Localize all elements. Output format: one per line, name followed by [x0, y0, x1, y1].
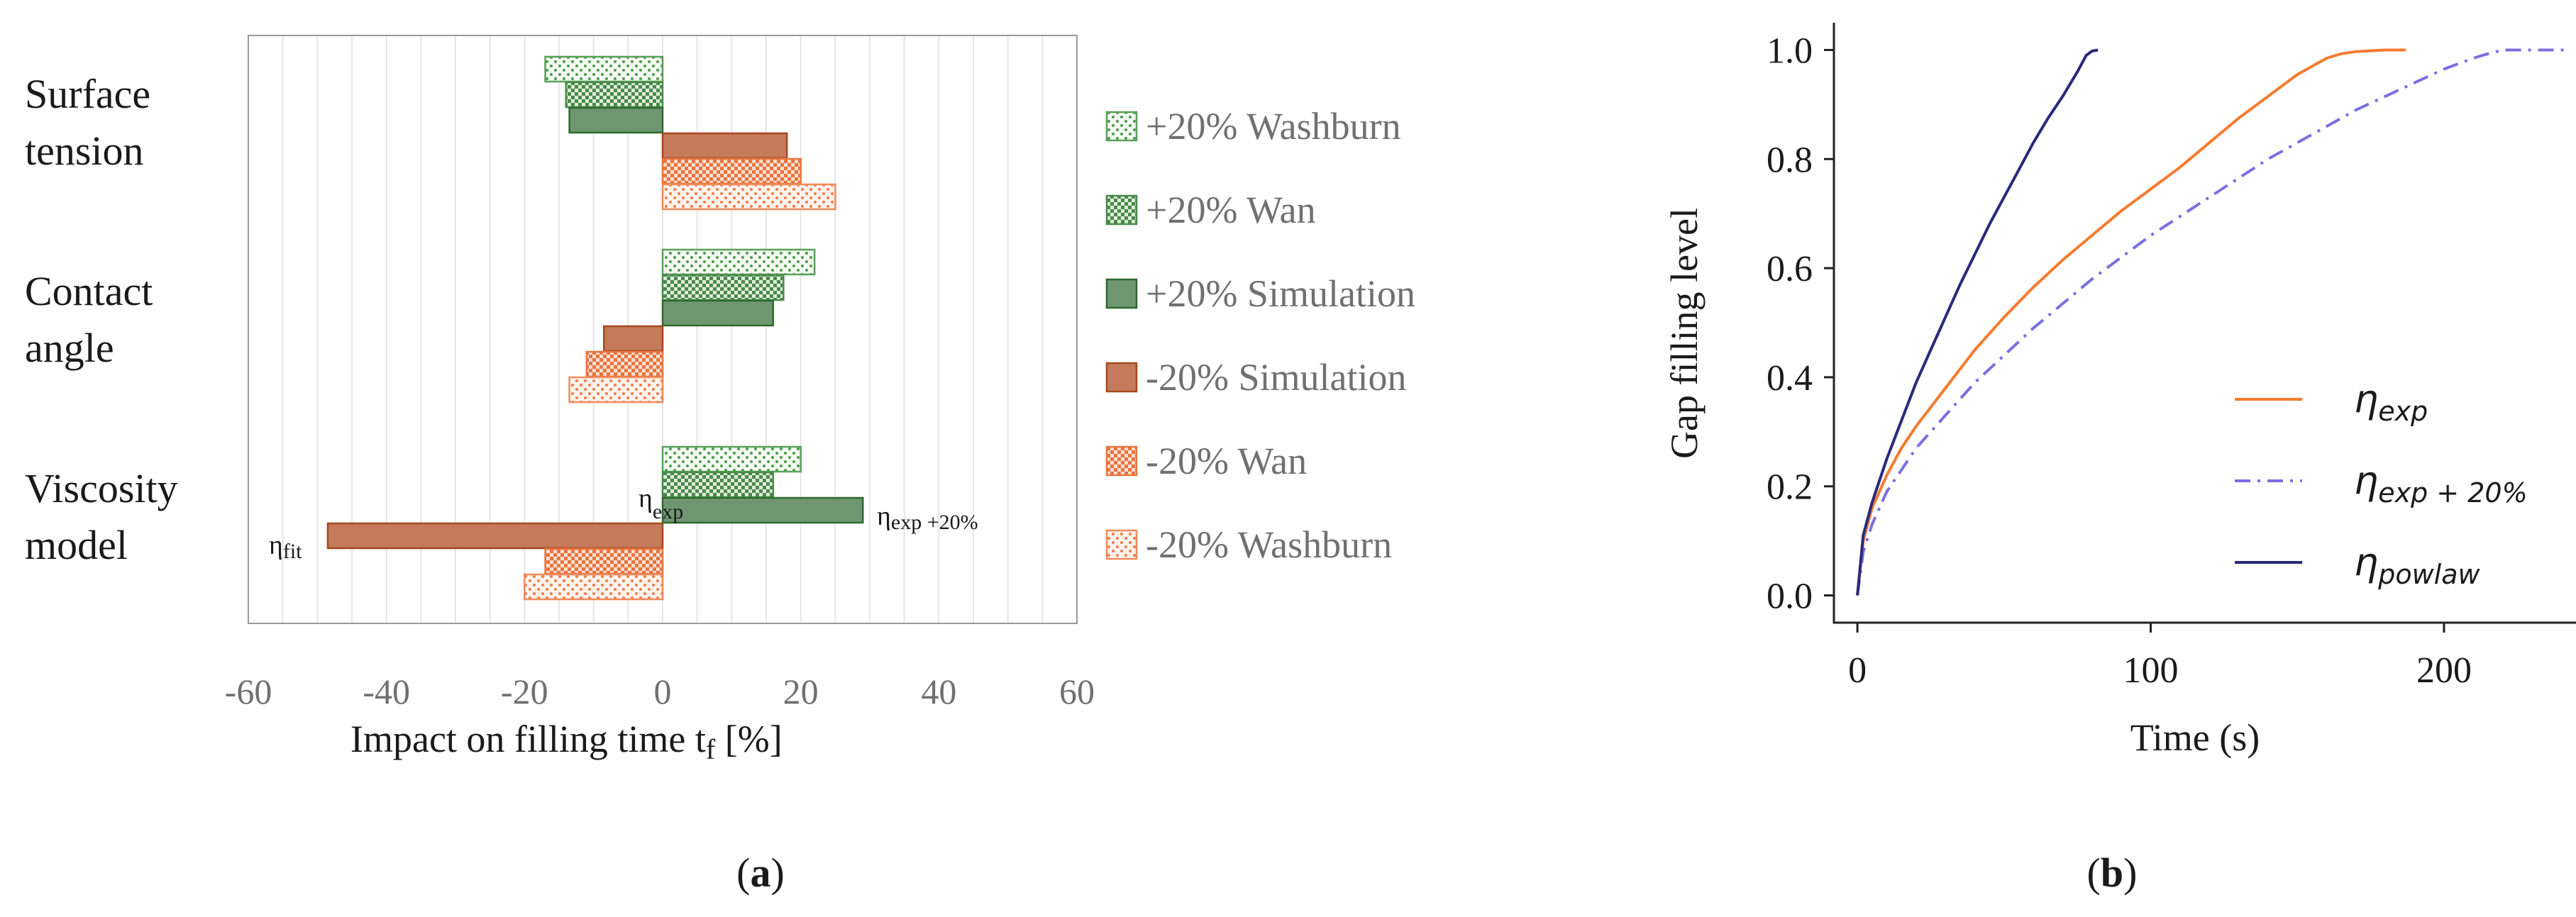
legend-label-20-wan: -20% Wan	[1146, 440, 1307, 482]
category-label-viscosity: Viscosity	[25, 465, 178, 511]
bar-contact-20-washburn	[568, 376, 664, 404]
legend-swatch-20-simulation	[1105, 278, 1138, 309]
bar-viscosity-20-wan	[661, 471, 774, 499]
y-tick-label: 0.8	[1767, 140, 1813, 180]
annotation-eta-fit: ηfit	[269, 530, 302, 563]
bar-contact-20-simulation	[603, 325, 664, 352]
legend-label-20-washburn: +20% Washburn	[1146, 105, 1401, 148]
bar-surface-20-wan	[565, 81, 664, 109]
legend-label-20-washburn: -20% Washburn	[1146, 523, 1392, 566]
category-label-surface: Surface	[25, 71, 150, 117]
bar-contact-20-washburn	[661, 248, 816, 276]
legend-swatch-20-wan	[1105, 445, 1138, 477]
x-tick-label: 0	[1848, 650, 1867, 691]
bar-viscosity-20-washburn	[524, 573, 664, 601]
line-exp	[1856, 48, 2406, 596]
legend-label-20-wan: +20% Wan	[1146, 189, 1316, 231]
bar-viscosity-20-wan	[544, 548, 664, 575]
bar-contact-20-simulation	[661, 299, 774, 327]
category-label-viscosity-line2: model	[25, 522, 128, 568]
legend-label-exp: ηexp	[2354, 377, 2428, 427]
x-tick-label: 200	[2416, 650, 2472, 691]
legend-label-20-simulation: +20% Simulation	[1146, 272, 1415, 315]
y-tick-label: 0.0	[1767, 577, 1813, 617]
panel-b-label: (b)	[2087, 850, 2138, 896]
x-tick-label: 0	[654, 672, 672, 711]
panel-b-x-axis-title: Time (s)	[2130, 716, 2260, 759]
annotation-eta-exp-20: ηexp +20%	[877, 501, 978, 534]
legend-swatch-20-simulation	[1105, 362, 1138, 393]
legend-swatch-20-washburn	[1105, 111, 1138, 142]
legend-swatch-20-washburn	[1105, 529, 1138, 560]
legend-label-20-simulation: -20% Simulation	[1146, 356, 1406, 399]
y-tick-label: 0.4	[1767, 358, 1813, 399]
bar-contact-20-wan	[661, 274, 785, 301]
panel-a-legend: +20% Washburn +20% Wan +20% Simulation -20%…	[1105, 105, 1415, 566]
bar-surface-20-washburn	[544, 55, 664, 83]
panel-b-legend: ηexp ηexp + 20% ηpowlaw	[2235, 377, 2528, 590]
bar-surface-20-simulation	[568, 106, 664, 134]
x-tick-label: 100	[2123, 650, 2179, 691]
legend-label-powlaw: ηpowlaw	[2354, 540, 2481, 590]
category-label-contact: Contact	[25, 268, 153, 314]
panel-b-line-chart: 0 100 200 0.0 0.2 0.4 0.6 0.8 1.0 ηexp ηexp + 20%…	[1663, 23, 2576, 896]
panel-b-y-axis-title: Gap filling level	[1663, 208, 1706, 459]
legend-swatch-20-wan	[1105, 194, 1138, 226]
category-label-surface-line2: tension	[25, 128, 144, 174]
x-tick-label: 20	[783, 672, 819, 711]
panel-a-bars	[326, 55, 864, 601]
bar-viscosity-20-simulation	[326, 522, 664, 550]
legend-label-exp-20: ηexp + 20%	[2354, 458, 2528, 508]
annotation-eta-exp: ηexp	[639, 484, 683, 523]
x-tick-label: -60	[225, 672, 272, 711]
panel-a-bar-chart: -60 -40 -20 0 20 40 60 Surface tension Contact an…	[25, 35, 1415, 896]
x-tick-label: -40	[363, 672, 410, 711]
x-tick-label: 60	[1059, 672, 1095, 711]
x-tick-label: -20	[501, 672, 548, 711]
y-tick-label: 1.0	[1767, 30, 1813, 71]
line-powlaw	[1856, 48, 2099, 596]
bar-surface-20-simulation	[661, 132, 788, 160]
panel-a-x-axis-title: Impact on filling time tf [%]	[350, 718, 783, 765]
panel-a-x-tick-labels: -60 -40 -20 0 20 40 60	[225, 672, 1095, 711]
panel-b-lines	[1856, 48, 2565, 596]
bar-viscosity-20-simulation	[661, 496, 864, 524]
x-tick-label: 40	[921, 672, 956, 711]
line-exp-20	[1856, 48, 2565, 596]
bar-surface-20-wan	[661, 157, 802, 185]
panel-a-category-labels: Surface tension Contact angle Viscosity model	[25, 71, 178, 568]
panel-a-plot-frame	[248, 35, 1078, 624]
category-label-contact-line2: angle	[25, 325, 114, 371]
y-tick-label: 0.6	[1767, 249, 1813, 289]
panel-b-axes	[1833, 23, 2576, 624]
panel-b-ticks: 0 100 200 0.0 0.2 0.4 0.6 0.8 1.0	[1767, 30, 2472, 691]
y-tick-label: 0.2	[1767, 467, 1813, 508]
bar-surface-20-washburn	[661, 183, 836, 211]
bar-contact-20-wan	[585, 350, 664, 378]
panel-a-label: (a)	[736, 850, 785, 896]
bar-viscosity-20-washburn	[661, 445, 802, 473]
